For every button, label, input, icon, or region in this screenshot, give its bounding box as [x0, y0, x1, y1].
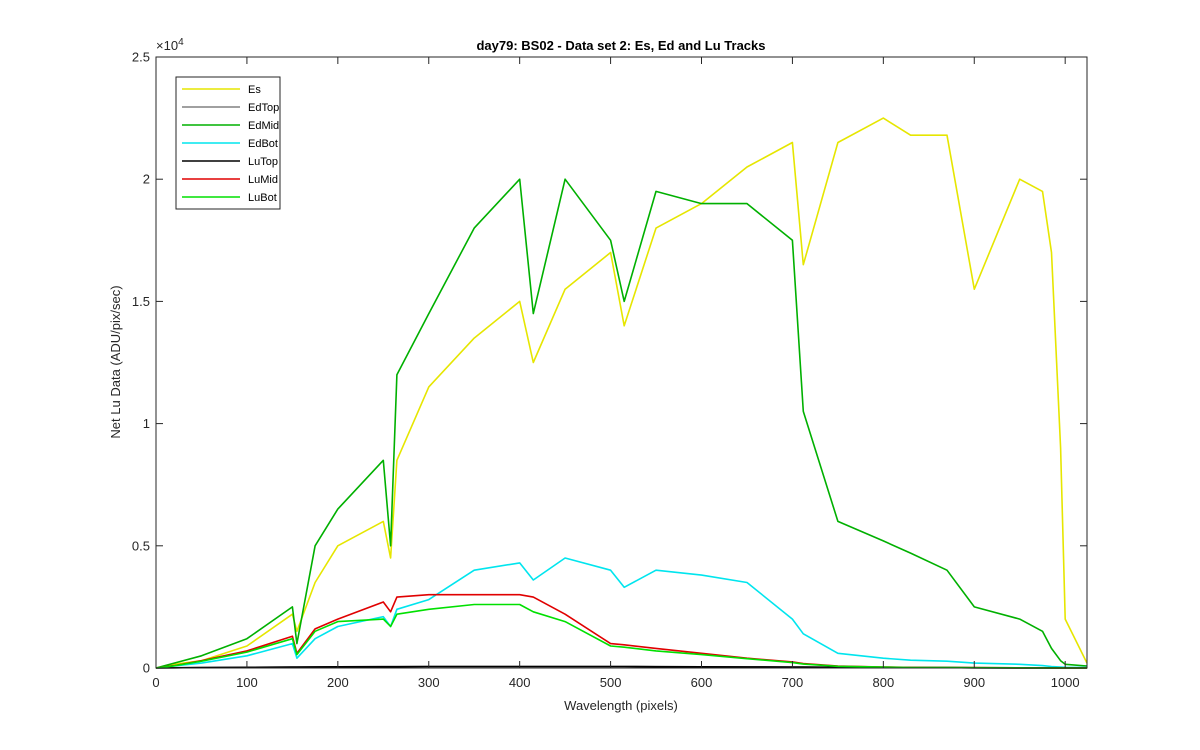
y-tick-label: 2	[143, 172, 150, 187]
chart-title: day79: BS02 - Data set 2: Es, Ed and Lu …	[476, 38, 765, 53]
x-tick-label: 800	[872, 675, 894, 690]
x-axis-label: Wavelength (pixels)	[564, 698, 678, 713]
y-tick-label: 1	[143, 416, 150, 431]
plot-area	[156, 57, 1087, 668]
x-tick-label: 700	[782, 675, 804, 690]
y-tick-label: 2.5	[132, 50, 150, 65]
legend-label-edbot: EdBot	[248, 138, 278, 150]
series-line-edmid	[155, 178, 1088, 669]
x-tick-label: 900	[963, 675, 985, 690]
y-tick-label: 0	[143, 661, 150, 676]
legend: Es EdTop EdMid EdBot LuTop LuMid LuBot	[175, 76, 281, 210]
x-tick-label: 0	[152, 675, 159, 690]
y-axis-label: Net Lu Data (ADU/pix/sec)	[108, 285, 123, 438]
series-layer	[155, 117, 1088, 669]
x-tick-label: 300	[418, 675, 440, 690]
x-tick-label: 100	[236, 675, 258, 690]
x-tick-label: 400	[509, 675, 531, 690]
series-line-edbot	[155, 557, 1088, 669]
y-exponent-label: ×104	[156, 37, 184, 53]
x-tick-label: 1000	[1051, 675, 1080, 690]
legend-label-lubot: LuBot	[248, 192, 277, 204]
legend-label-es: Es	[248, 84, 261, 96]
legend-label-lumid: LuMid	[248, 174, 278, 186]
y-tick-label: 0.5	[132, 538, 150, 553]
axes-box	[155, 56, 1088, 669]
x-tick-label: 200	[327, 675, 349, 690]
y-tick-label: 1.5	[132, 294, 150, 309]
x-tick-label: 600	[691, 675, 713, 690]
legend-label-edtop: EdTop	[248, 102, 279, 114]
x-tick-label: 500	[600, 675, 622, 690]
series-line-es	[155, 117, 1088, 669]
legend-label-edmid: EdMid	[248, 120, 279, 132]
legend-label-lutop: LuTop	[248, 156, 278, 168]
ticks-layer: 0 100 200 300 400 500 600 700 800 900 1000 0 0.5 1 1.5…	[132, 50, 1087, 690]
